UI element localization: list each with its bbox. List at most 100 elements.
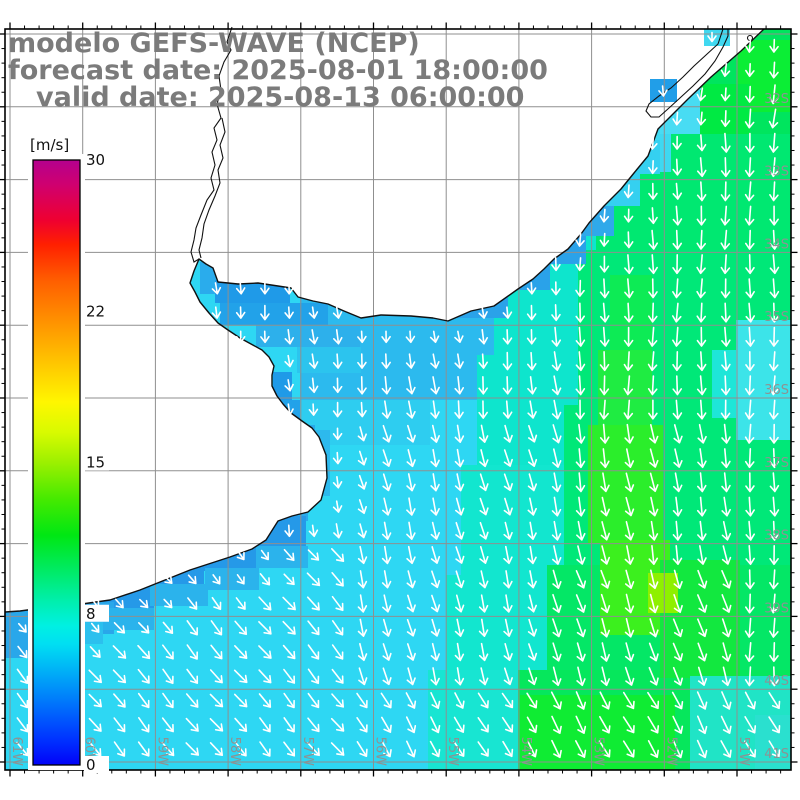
wind-arrow	[113, 741, 126, 757]
wind-arrow	[673, 448, 683, 468]
wind-arrow	[430, 376, 440, 395]
wind-arrow	[503, 521, 513, 540]
wind-arrow	[501, 692, 514, 709]
wind-arrow	[382, 473, 392, 492]
field-zone	[273, 372, 292, 400]
lon-tick-label: 57W	[300, 737, 315, 767]
wind-arrow	[721, 618, 732, 638]
wind-arrow	[768, 108, 779, 129]
color-field	[5, 29, 791, 770]
wind-arrow	[331, 693, 344, 708]
wind-arrow	[307, 692, 320, 709]
wind-arrow	[406, 594, 416, 613]
wind-arrow	[430, 424, 440, 443]
wind-arrow	[406, 400, 416, 419]
wind-arrow	[744, 448, 755, 469]
lagoon-outline	[645, 28, 729, 118]
colorbar-gradient-bar	[32, 159, 81, 766]
wind-arrow	[624, 496, 635, 517]
wind-arrow	[308, 353, 319, 369]
wind-arrow	[455, 521, 465, 540]
wind-arrow	[527, 449, 538, 467]
wind-arrow	[503, 497, 513, 516]
wind-arrow	[357, 523, 367, 539]
wind-arrow	[308, 306, 319, 319]
wind-arrow	[430, 594, 441, 613]
lat-tick-label: 37S	[764, 456, 789, 471]
field-zone	[500, 260, 550, 290]
colorbar-tick-label: 22	[86, 302, 105, 320]
wind-arrow	[330, 742, 345, 756]
wind-arrow	[358, 667, 368, 686]
wind-arrow	[744, 423, 755, 444]
wind-arrow	[769, 181, 779, 202]
wind-arrow	[357, 474, 367, 490]
lat-tick-label: 32S	[764, 92, 789, 107]
wind-arrow	[648, 642, 659, 662]
wind-arrow	[744, 666, 755, 687]
coastline	[4, 26, 765, 613]
wind-arrow	[768, 740, 781, 758]
wind-arrow	[284, 306, 294, 319]
wind-arrow	[381, 376, 392, 395]
wind-arrow	[284, 282, 294, 295]
wind-arrow	[768, 716, 781, 734]
wind-arrow	[479, 521, 489, 540]
wind-arrow	[648, 207, 658, 225]
wind-arrow	[745, 569, 755, 590]
colorbar-label-bg	[84, 756, 109, 773]
wind-arrow	[478, 424, 489, 443]
colorbar-tick-label: 8	[86, 605, 96, 623]
wind-arrow	[552, 545, 562, 565]
wind-arrow	[138, 717, 150, 733]
wind-arrow	[527, 643, 538, 661]
wind-arrow	[624, 545, 635, 565]
wind-arrow	[332, 353, 343, 369]
wind-arrow	[502, 351, 513, 371]
wind-arrow	[745, 132, 755, 153]
wind-arrow	[696, 181, 707, 202]
wind-arrow	[429, 330, 440, 344]
wind-arrow	[551, 399, 562, 420]
wind-arrow	[769, 38, 779, 53]
wind-arrow	[672, 399, 683, 420]
wind-arrow	[624, 593, 635, 614]
wind-arrow	[406, 376, 416, 395]
lon-tick-label: 56W	[373, 737, 388, 767]
wind-arrow	[649, 423, 659, 444]
wind-direction-arrows	[16, 31, 781, 759]
wind-arrow	[721, 326, 731, 347]
wind-arrow	[551, 715, 562, 734]
wind-arrow	[745, 326, 755, 347]
wind-arrow	[527, 667, 538, 686]
wind-arrow	[673, 472, 683, 493]
wind-arrow	[744, 399, 755, 420]
wind-arrow	[696, 229, 707, 250]
wind-arrow	[744, 593, 755, 614]
wind-arrow	[234, 645, 248, 659]
wind-arrow	[624, 521, 635, 541]
wind-arrow	[16, 741, 29, 757]
wind-arrow	[454, 618, 465, 637]
wind-arrow	[720, 62, 731, 78]
wind-arrow	[210, 620, 223, 636]
wind-arrow	[599, 326, 610, 347]
wind-arrow	[672, 135, 682, 150]
wind-arrow	[113, 717, 126, 733]
wind-arrow	[769, 205, 779, 226]
lon-tick-label: 58W	[227, 737, 242, 767]
wind-arrow	[211, 596, 222, 611]
forecast-date-line: forecast date: 2025-08-01 18:00:00	[8, 55, 548, 86]
wind-arrow	[454, 330, 464, 344]
wind-arrow	[720, 399, 731, 420]
wind-arrow	[721, 351, 731, 372]
wind-arrow	[455, 497, 465, 516]
wind-arrow	[647, 351, 658, 372]
wind-arrow	[185, 717, 199, 732]
wind-arrow	[551, 472, 562, 493]
wind-arrow	[672, 158, 683, 176]
wind-arrow	[623, 184, 634, 199]
wind-arrow	[283, 741, 296, 757]
wind-arrow	[454, 692, 465, 709]
wind-arrow	[406, 618, 416, 637]
